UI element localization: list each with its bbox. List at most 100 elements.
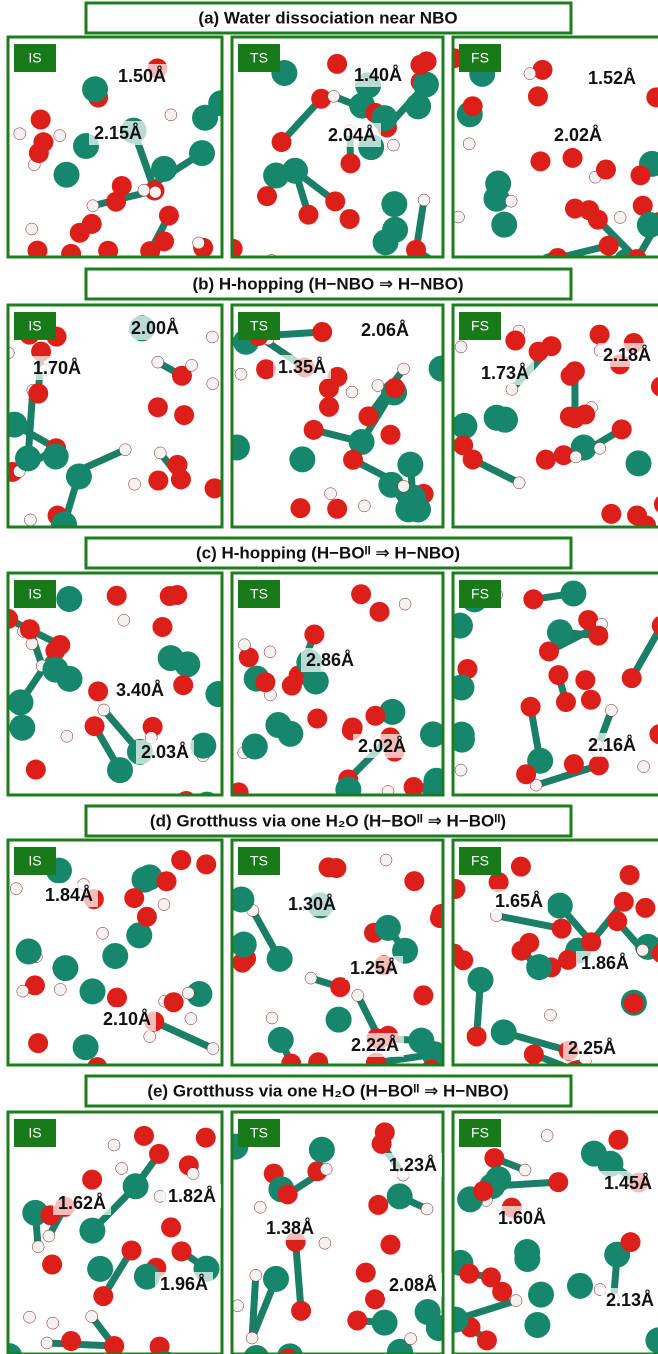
state-label: TS bbox=[250, 586, 268, 602]
atom bbox=[255, 672, 275, 692]
atom bbox=[165, 109, 177, 121]
atom bbox=[325, 191, 345, 211]
atom bbox=[56, 586, 82, 612]
atom bbox=[380, 1235, 400, 1255]
molecule-image bbox=[0, 1126, 219, 1354]
atom bbox=[347, 1310, 367, 1330]
distance-label: 1.84Å bbox=[45, 885, 93, 905]
panel-title: (b) H-hopping (H−NBO ⇒ H−NBO) bbox=[192, 274, 463, 293]
atom bbox=[492, 407, 518, 433]
atom bbox=[52, 955, 78, 981]
panel-title: (a) Water dissociation near NBO bbox=[198, 8, 457, 27]
atom bbox=[173, 675, 193, 695]
atom bbox=[119, 444, 131, 456]
figure: (a) Water dissociation near NBOIS1.50Å2.… bbox=[0, 0, 658, 1354]
molecule-image bbox=[14, 58, 234, 264]
atom bbox=[272, 132, 292, 152]
distance-label: 1.82Å bbox=[168, 1186, 216, 1206]
atom bbox=[575, 670, 595, 690]
distance-label: 2.04Å bbox=[328, 125, 376, 145]
atom bbox=[267, 946, 293, 972]
atom bbox=[463, 96, 483, 116]
atom bbox=[28, 1033, 48, 1053]
atom bbox=[594, 442, 606, 454]
atom bbox=[154, 447, 166, 459]
atom bbox=[608, 1130, 628, 1150]
atom bbox=[14, 128, 26, 140]
atom bbox=[526, 954, 552, 980]
atom bbox=[523, 589, 543, 609]
atom bbox=[381, 191, 407, 217]
atom bbox=[41, 1337, 53, 1349]
atom bbox=[335, 777, 361, 803]
distance-label: 1.40Å bbox=[354, 65, 402, 85]
atom bbox=[205, 681, 231, 707]
atom bbox=[134, 1126, 154, 1146]
atom bbox=[596, 160, 616, 180]
atom bbox=[524, 1044, 544, 1064]
atom bbox=[484, 1148, 504, 1168]
atom bbox=[370, 602, 390, 622]
distance-label: 3.40Å bbox=[116, 680, 164, 700]
atom bbox=[528, 1282, 554, 1308]
atom bbox=[116, 1162, 128, 1174]
atom bbox=[319, 397, 339, 417]
state-label: IS bbox=[28, 50, 41, 66]
atom bbox=[102, 943, 128, 969]
atom bbox=[372, 380, 384, 392]
atom bbox=[187, 1168, 199, 1180]
atom bbox=[614, 892, 634, 912]
atom bbox=[491, 212, 517, 238]
atom bbox=[387, 139, 399, 151]
atom bbox=[516, 764, 536, 784]
atom bbox=[54, 983, 66, 995]
atom bbox=[26, 760, 46, 780]
atom bbox=[646, 87, 658, 107]
state-label: TS bbox=[250, 50, 268, 66]
atom bbox=[152, 356, 164, 368]
atom bbox=[524, 68, 536, 80]
atom bbox=[531, 151, 551, 171]
atom bbox=[151, 156, 177, 182]
atom bbox=[265, 712, 291, 738]
atom bbox=[405, 1333, 417, 1345]
atom bbox=[351, 584, 371, 604]
distance-label: 2.10Å bbox=[103, 1009, 151, 1029]
atom bbox=[558, 950, 578, 970]
atom bbox=[645, 1327, 658, 1353]
atom bbox=[298, 205, 318, 225]
atom bbox=[171, 850, 191, 870]
atom bbox=[589, 755, 609, 775]
atom bbox=[588, 626, 608, 646]
atom bbox=[612, 419, 632, 439]
atom bbox=[380, 854, 392, 866]
atom bbox=[560, 407, 580, 427]
atom bbox=[638, 761, 650, 773]
atom bbox=[626, 450, 652, 476]
molecule-image bbox=[1, 315, 224, 537]
atom bbox=[304, 624, 324, 644]
atom bbox=[206, 331, 218, 343]
atom bbox=[492, 1282, 512, 1302]
atom bbox=[207, 1043, 219, 1055]
atom bbox=[514, 1246, 540, 1272]
bond bbox=[296, 1242, 301, 1311]
distance-label: 2.06Å bbox=[361, 320, 409, 340]
atom bbox=[413, 71, 439, 97]
atom bbox=[447, 613, 473, 639]
atom bbox=[266, 1012, 278, 1024]
atom bbox=[521, 697, 541, 717]
atom bbox=[10, 883, 22, 895]
atom bbox=[327, 54, 347, 74]
distance-label: 2.25Å bbox=[568, 1038, 616, 1058]
distance-label: 2.18Å bbox=[603, 345, 651, 365]
atom bbox=[123, 1173, 149, 1199]
atom bbox=[250, 1269, 262, 1281]
atom bbox=[468, 967, 494, 993]
atom bbox=[66, 464, 92, 490]
atom bbox=[257, 186, 277, 206]
atom bbox=[167, 585, 187, 605]
distance-label: 2.86Å bbox=[306, 650, 354, 670]
atom bbox=[54, 162, 80, 188]
panel-title: (e) Grotthuss via one H₂O (H−BOᴵᴵ ⇒ H−NB… bbox=[147, 1081, 508, 1100]
